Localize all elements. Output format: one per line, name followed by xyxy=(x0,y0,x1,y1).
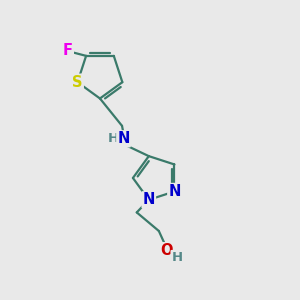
Text: F: F xyxy=(63,43,73,58)
Text: N: N xyxy=(142,192,155,207)
Text: H: H xyxy=(108,132,119,145)
Text: N: N xyxy=(168,184,181,199)
Text: S: S xyxy=(72,75,83,90)
Text: H: H xyxy=(172,251,183,264)
Text: O: O xyxy=(160,243,172,258)
Text: N: N xyxy=(117,131,130,146)
